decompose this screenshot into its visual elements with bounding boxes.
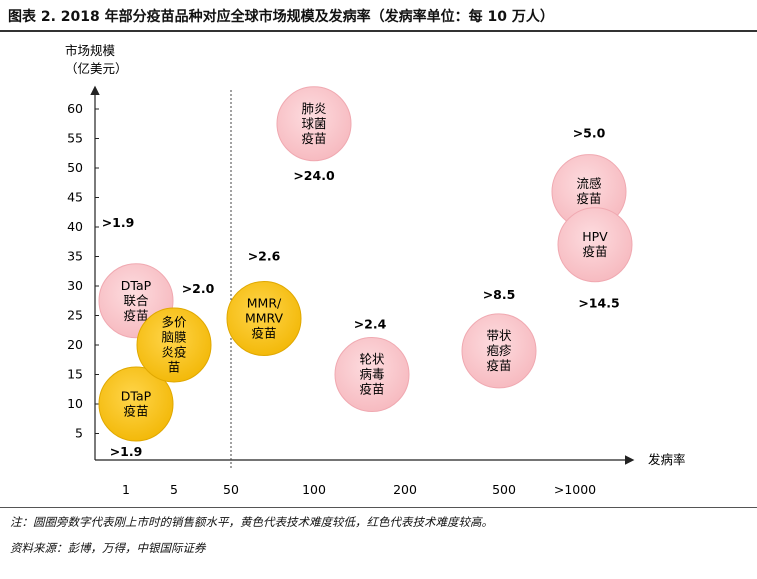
threshold-label: >1.9 (102, 215, 135, 230)
y-tick-label: 10 (67, 396, 83, 411)
x-tick-label: 5 (170, 482, 178, 497)
y-axis-label: （亿美元） (65, 61, 128, 76)
threshold-label: >1.9 (110, 444, 143, 459)
bubble-label: 苗 (168, 360, 181, 375)
bubble-label: 疫苗 (582, 244, 607, 259)
footer-note: 注：圆圈旁数字代表刚上市时的销售额水平，黄色代表技术难度较低，红色代表技术难度较… (10, 515, 493, 529)
bubble-label: DTaP (121, 389, 152, 404)
bubble-label: 肺炎 (301, 101, 326, 116)
bubble-label: MMR/ (247, 295, 282, 310)
bubble-label: 疫苗 (123, 308, 148, 323)
y-tick-label: 50 (67, 160, 83, 175)
bubble-label: 病毒 (359, 367, 384, 382)
threshold-label: >14.5 (578, 296, 619, 311)
x-tick-label: 200 (393, 482, 417, 497)
bubble-label: 疫苗 (123, 404, 148, 419)
footer-rule (0, 507, 757, 508)
bubble-label: HPV (582, 229, 608, 244)
footer-source: 资料来源：彭博，万得，中银国际证券 (10, 541, 206, 555)
y-tick-label: 45 (67, 190, 83, 205)
title-rule (0, 30, 757, 32)
threshold-label: >8.5 (483, 287, 516, 302)
bubble-label: 联合 (123, 293, 149, 308)
x-tick-label: 1 (122, 482, 130, 497)
y-axis-label: 市场规模 (65, 43, 116, 58)
bubble-label: 疫苗 (576, 191, 601, 206)
x-tick-label: 100 (302, 482, 326, 497)
threshold-label: >24.0 (293, 168, 335, 183)
x-axis-label: 发病率 (648, 452, 686, 467)
y-tick-label: 5 (75, 426, 83, 441)
y-tick-label: 25 (67, 308, 83, 323)
x-tick-label: 50 (223, 482, 239, 497)
x-tick-label: 500 (492, 482, 516, 497)
bubble (276, 86, 352, 162)
y-tick-label: 15 (67, 367, 83, 382)
bubble (136, 307, 212, 383)
bubble-label: 疫苗 (359, 382, 384, 397)
bubble (98, 366, 174, 442)
bubble-label: MMRV (245, 310, 284, 325)
figure-title: 图表 2. 2018 年部分疫苗品种对应全球市场规模及发病率（发病率单位：每 1… (8, 9, 554, 25)
bubble-label: 炎疫 (161, 345, 186, 360)
threshold-label: >5.0 (573, 126, 606, 141)
threshold-label: >2.0 (182, 281, 215, 296)
threshold-label: >2.4 (354, 317, 387, 332)
bubble-label: 疱疹 (486, 343, 512, 358)
threshold-label: >2.6 (248, 248, 281, 263)
bubble-label: 球菌 (301, 116, 326, 131)
bubble (557, 207, 633, 283)
y-tick-label: 20 (67, 337, 83, 352)
y-tick-label: 55 (67, 131, 83, 146)
bubble (334, 337, 410, 412)
bubble-label: 多价 (161, 315, 187, 330)
y-tick-label: 40 (67, 219, 83, 234)
bubble-label: 疫苗 (301, 131, 326, 146)
bubble (461, 313, 537, 389)
y-tick-label: 30 (67, 278, 83, 293)
bubble-label: 疫苗 (486, 358, 511, 373)
bubble-label: 疫苗 (251, 325, 276, 340)
bubble-label: DTaP (121, 278, 152, 293)
bubble (226, 280, 302, 356)
bubble-label: 流感 (576, 176, 601, 191)
y-tick-label: 60 (67, 101, 83, 116)
y-tick-label: 35 (67, 249, 83, 264)
bubble-label: 带状 (486, 328, 512, 343)
bubble-label: 轮状 (359, 352, 385, 367)
x-tick-label: >1000 (554, 482, 596, 497)
bubble-label: 脑膜 (161, 330, 186, 345)
